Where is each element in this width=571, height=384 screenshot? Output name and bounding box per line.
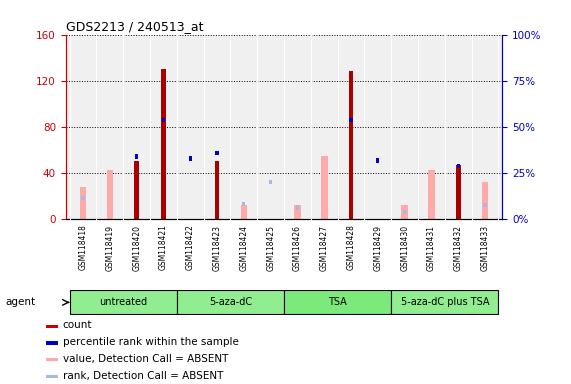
Bar (321, 156, 328, 219)
Bar (482, 182, 488, 219)
Text: GSM118432: GSM118432 (454, 225, 463, 271)
Text: 5-aza-dC: 5-aza-dC (209, 297, 252, 308)
Text: GSM118420: GSM118420 (132, 225, 141, 271)
Bar (401, 205, 408, 219)
Bar (242, 202, 246, 206)
Bar (296, 205, 299, 210)
Bar (82, 196, 85, 200)
Bar (46, 324, 58, 328)
Bar (484, 203, 486, 207)
Text: GSM118419: GSM118419 (106, 225, 114, 271)
Text: value, Detection Call = ABSENT: value, Detection Call = ABSENT (63, 354, 228, 364)
FancyBboxPatch shape (391, 290, 498, 314)
Bar (349, 71, 353, 219)
Text: GSM118427: GSM118427 (320, 225, 329, 271)
Bar (46, 341, 58, 345)
Text: TSA: TSA (328, 297, 347, 308)
Bar (349, 118, 353, 122)
Text: GSM118422: GSM118422 (186, 225, 195, 270)
Text: GSM118418: GSM118418 (79, 225, 87, 270)
Text: GDS2213 / 240513_at: GDS2213 / 240513_at (66, 20, 203, 33)
Bar (457, 164, 460, 168)
Bar (188, 156, 192, 161)
Text: GSM118423: GSM118423 (212, 225, 222, 271)
Text: 5-aza-dC plus TSA: 5-aza-dC plus TSA (401, 297, 489, 308)
FancyBboxPatch shape (177, 290, 284, 314)
Bar (215, 151, 219, 155)
Bar (46, 375, 58, 378)
Text: agent: agent (6, 297, 36, 308)
Bar (134, 161, 139, 219)
Bar (215, 161, 219, 219)
Text: untreated: untreated (99, 297, 147, 308)
FancyBboxPatch shape (70, 290, 177, 314)
Text: GSM118431: GSM118431 (427, 225, 436, 271)
Bar (294, 205, 301, 219)
FancyBboxPatch shape (284, 290, 391, 314)
Text: GSM118430: GSM118430 (400, 225, 409, 271)
Text: GSM118424: GSM118424 (239, 225, 248, 271)
Text: percentile rank within the sample: percentile rank within the sample (63, 337, 239, 347)
Bar (162, 118, 165, 122)
Bar (240, 205, 247, 219)
Bar (428, 170, 435, 219)
Text: GSM118433: GSM118433 (481, 225, 489, 271)
Bar (46, 358, 58, 361)
Text: count: count (63, 320, 92, 330)
Text: GSM118426: GSM118426 (293, 225, 302, 271)
Bar (161, 69, 166, 219)
Text: GSM118421: GSM118421 (159, 225, 168, 270)
Text: rank, Detection Call = ABSENT: rank, Detection Call = ABSENT (63, 371, 223, 381)
Text: GSM118429: GSM118429 (373, 225, 383, 271)
Text: GSM118425: GSM118425 (266, 225, 275, 271)
Bar (456, 165, 461, 219)
Bar (269, 180, 272, 184)
Bar (403, 210, 407, 214)
Bar (107, 170, 113, 219)
Bar (80, 187, 86, 219)
Bar (135, 154, 138, 159)
Bar (376, 158, 380, 163)
Text: GSM118428: GSM118428 (347, 225, 356, 270)
